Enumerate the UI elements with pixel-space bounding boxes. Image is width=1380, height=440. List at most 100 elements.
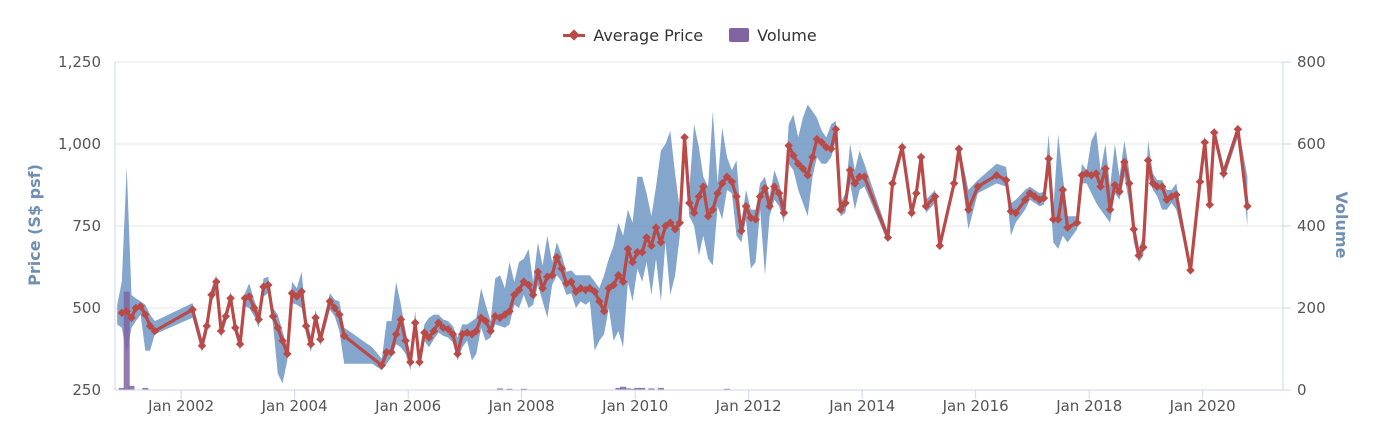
price-point [212,277,221,287]
price-point [595,297,604,306]
price-point [954,144,964,154]
volume-bar [724,388,730,390]
price-point [202,321,212,331]
price-point [249,303,259,313]
price-point [311,313,320,323]
price-point [505,307,514,316]
price-point [216,326,226,336]
price-point [1195,177,1205,186]
volume-columns [118,291,730,390]
price-point [301,321,311,331]
y-left-tick-label: 1,000 [58,135,101,153]
price-point [325,297,335,306]
price-point [415,357,424,367]
price-point [949,179,959,188]
price-point [263,280,273,290]
price-point [434,318,443,328]
y-left-axis-title: Price (S$ psf) [25,164,44,286]
volume-bar [648,388,655,390]
x-tick-label: Jan 2010 [601,397,668,415]
price-point [278,336,287,346]
price-point [268,311,278,321]
volume-bar [657,387,664,390]
price-point [207,290,216,300]
price-point [330,303,339,313]
y-left-tick-label: 500 [72,299,101,317]
price-point [1205,200,1214,209]
average-price-line [121,127,1249,367]
volume-bar [118,387,125,390]
price-point [1200,138,1210,147]
price-point [391,329,401,339]
axes: 250 500 750 1,000 1,250 0 200 400 600 800 Jan 2002… [58,53,1326,415]
legend-label: Average Price [593,25,704,45]
price-point [150,326,160,336]
legend-line-marker-icon [563,28,586,42]
price-point [888,179,897,188]
price-point [410,318,420,328]
y-left-tick-label: 750 [72,217,101,235]
price-point [127,313,136,323]
y-right-tick-label: 200 [1297,299,1326,317]
price-point [907,208,916,218]
price-point [136,302,145,311]
volume-bar [620,386,627,390]
price-point [283,349,292,359]
price-point [566,277,576,287]
x-tick-label: Jan 2018 [1055,397,1122,415]
price-point [316,334,325,344]
price-markers [117,124,1252,370]
price-point [609,280,618,290]
price-point [188,305,197,314]
price-point [524,280,533,290]
price-point [557,264,566,273]
price-point [618,277,628,287]
price-point [1233,124,1243,134]
y-right-axis-title: Volume [1332,192,1351,259]
x-tick-label: Jan 2020 [1169,397,1236,415]
x-tick-label: Jan 2004 [261,397,328,415]
price-point [1243,202,1252,211]
legend-item-volume[interactable]: Volume [729,26,817,45]
price-point [614,270,623,280]
price-point [339,331,349,341]
price-point [335,310,344,319]
price-point [935,241,945,250]
price-point [273,323,283,332]
price-point [297,287,306,296]
price-point [533,267,543,277]
y-left-tick-label: 1,250 [58,53,101,71]
volume-bar [615,387,622,390]
price-point [448,329,458,339]
price-point [514,285,524,295]
price-point [424,333,434,342]
price-point [1020,195,1030,205]
y-right-tick-label: 600 [1297,135,1326,153]
x-tick-label: Jan 2012 [715,397,782,415]
price-range-area [117,104,1248,384]
volume-bar [639,387,646,390]
legend-item-average-price[interactable]: Average Price [563,26,703,45]
price-point [221,311,231,321]
price-range-band [117,104,1248,384]
x-tick-label: Jan 2006 [374,397,441,415]
price-point [429,326,439,336]
price-point [420,328,429,337]
volume-bar [142,387,149,390]
price-point [306,339,316,349]
price-point [481,316,490,326]
price-point [680,133,689,142]
volume-bar [634,387,641,390]
price-point [235,339,245,349]
price-point [590,287,599,296]
volume-bar [497,388,503,390]
price-point [599,307,609,316]
price-point [1044,154,1053,164]
y-right-tick-label: 800 [1297,53,1326,71]
legend-box-icon [729,28,750,42]
price-line [121,127,1249,367]
price-point [443,325,453,334]
volume-bar [624,388,631,390]
volume-bar [629,388,636,390]
